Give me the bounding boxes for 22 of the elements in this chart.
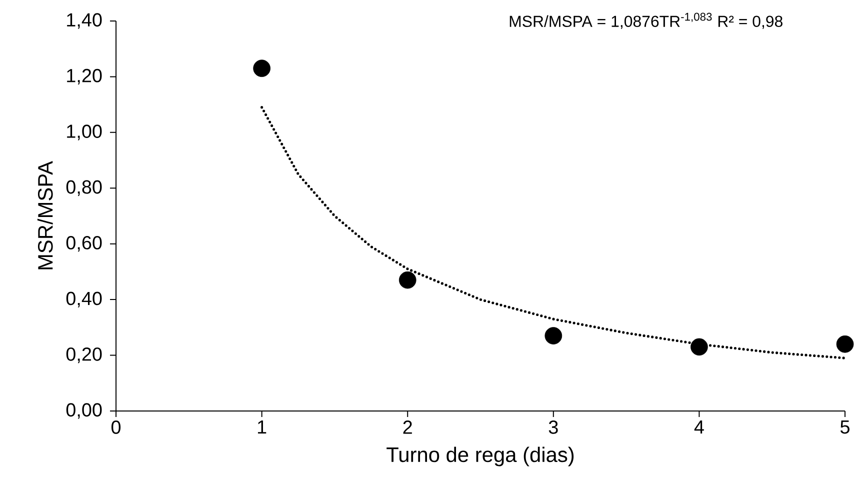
y-tick-label: 1,40: [67, 13, 102, 29]
point: [253, 60, 270, 78]
point: [544, 327, 562, 344]
y-tick-label: 1,20: [67, 68, 102, 85]
line-series: [260, 106, 846, 360]
y-tick-label: 1,00: [67, 124, 102, 140]
y-tick-label: 0,00: [66, 403, 102, 419]
y-tick-label: 0,80: [66, 180, 102, 196]
y-axis-title: MSR/MSPA: [37, 161, 53, 270]
y-tick-label: 0,40: [66, 292, 102, 308]
y-tick-label: 0,20: [66, 347, 102, 364]
x-tick-label: 2: [403, 420, 412, 434]
point: [690, 338, 708, 356]
annotation: MSR/MSPA = 1,0876TR$^{-1,083}$ R² = 0,98: [510, 12, 782, 29]
point: [398, 271, 416, 289]
x-tick-label: 0: [111, 420, 121, 434]
x-tick-label: 3: [548, 420, 558, 434]
x-tick-label: 4: [694, 420, 704, 434]
x-tick-label: 5: [840, 420, 850, 434]
x-axis-title: Turno de rega (dias): [386, 446, 574, 466]
y-tick-label: 0,60: [66, 236, 102, 252]
x-tick-label: 1: [258, 420, 266, 434]
